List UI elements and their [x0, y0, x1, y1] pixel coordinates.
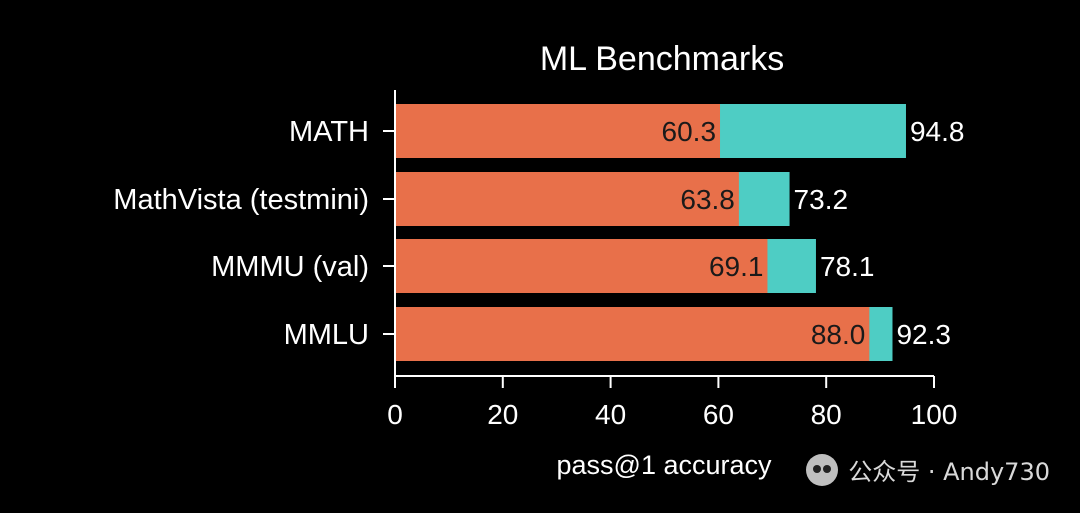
data-label-upper-0: 94.8	[910, 116, 965, 147]
bar-lower-0	[395, 104, 721, 158]
x-tick-label-2: 40	[595, 399, 626, 430]
x-tick-label-1: 20	[487, 399, 518, 430]
bar-lower-1	[395, 172, 739, 226]
chart-title: ML Benchmarks	[540, 40, 784, 78]
data-label-upper-3: 92.3	[896, 319, 951, 350]
x-tick-label-3: 60	[703, 399, 734, 430]
category-label-0: MATH	[289, 116, 369, 148]
category-label-2: MMMU (val)	[211, 251, 369, 283]
category-label-1: MathVista (testmini)	[113, 184, 369, 216]
x-tick-label-5: 100	[911, 399, 958, 430]
watermark-text: 公众号 · Andy730	[848, 458, 1050, 486]
data-label-lower-0: 60.3	[662, 116, 717, 147]
bars-group: 60.3 94.8 63.8 73.2 69.1 78.1 88.0 92.3	[395, 104, 964, 361]
data-label-lower-1: 63.8	[680, 184, 735, 215]
wechat-icon	[806, 453, 839, 486]
data-label-lower-3: 88.0	[811, 319, 866, 350]
data-label-lower-2: 69.1	[709, 251, 764, 282]
data-label-upper-2: 78.1	[820, 251, 875, 282]
x-axis-label: pass@1 accuracy	[557, 450, 772, 480]
data-label-upper-1: 73.2	[794, 184, 849, 215]
axes-group: MATH MathVista (testmini) MMMU (val) MMLU 0 2…	[113, 90, 957, 430]
x-tick-label-4: 80	[811, 399, 842, 430]
watermark: 公众号 · Andy730	[806, 452, 1050, 487]
bar-lower-3	[395, 307, 870, 361]
category-label-3: MMLU	[284, 319, 369, 351]
x-tick-label-0: 0	[387, 399, 403, 430]
bar-lower-2	[395, 239, 768, 293]
